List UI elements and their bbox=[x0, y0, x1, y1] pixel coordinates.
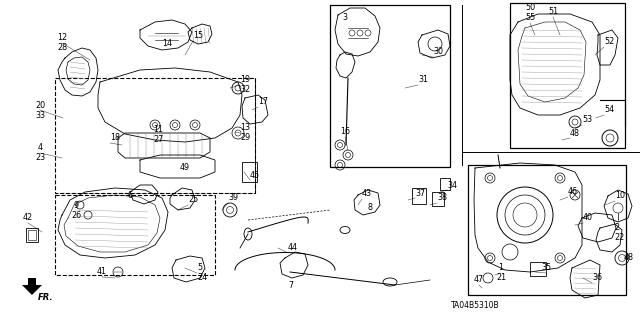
Text: 4: 4 bbox=[38, 144, 42, 152]
Text: 52: 52 bbox=[604, 38, 614, 47]
Bar bbox=[26, 228, 38, 242]
Text: 43: 43 bbox=[362, 189, 372, 198]
Text: 37: 37 bbox=[415, 189, 425, 197]
Text: 7: 7 bbox=[288, 280, 293, 290]
Bar bbox=[510, 3, 625, 148]
Text: 22: 22 bbox=[614, 234, 624, 242]
Text: 18: 18 bbox=[110, 133, 120, 143]
Text: 21: 21 bbox=[496, 273, 506, 283]
Bar bbox=[55, 78, 255, 193]
Bar bbox=[28, 230, 36, 240]
Text: 8: 8 bbox=[368, 204, 373, 212]
Text: 49: 49 bbox=[180, 164, 190, 173]
Bar bbox=[440, 178, 450, 190]
Text: 17: 17 bbox=[258, 98, 268, 107]
Text: 48: 48 bbox=[624, 254, 634, 263]
Text: 28: 28 bbox=[57, 43, 67, 53]
Text: 11: 11 bbox=[153, 125, 163, 135]
Bar bbox=[468, 165, 626, 295]
Bar bbox=[55, 195, 215, 275]
Text: 35: 35 bbox=[541, 263, 551, 272]
Text: 40: 40 bbox=[583, 213, 593, 222]
Text: 25: 25 bbox=[188, 196, 198, 204]
Text: 39: 39 bbox=[228, 194, 238, 203]
Bar bbox=[530, 262, 546, 276]
Polygon shape bbox=[22, 278, 42, 295]
Text: 5: 5 bbox=[197, 263, 202, 272]
Text: 15: 15 bbox=[193, 32, 203, 41]
Text: 26: 26 bbox=[71, 211, 81, 219]
Text: 24: 24 bbox=[197, 273, 207, 283]
Bar bbox=[412, 188, 426, 204]
Text: 47: 47 bbox=[474, 276, 484, 285]
Bar bbox=[432, 192, 444, 206]
Text: 14: 14 bbox=[162, 40, 172, 48]
Text: 3: 3 bbox=[342, 13, 348, 23]
Text: 13: 13 bbox=[240, 123, 250, 132]
Text: 29: 29 bbox=[240, 133, 250, 143]
Text: 9: 9 bbox=[74, 201, 79, 210]
Text: 44: 44 bbox=[288, 243, 298, 253]
Text: 2: 2 bbox=[614, 224, 619, 233]
Text: 23: 23 bbox=[35, 153, 45, 162]
Text: 33: 33 bbox=[35, 110, 45, 120]
Bar bbox=[242, 162, 257, 182]
Text: 53: 53 bbox=[582, 115, 592, 124]
Text: 46: 46 bbox=[568, 188, 578, 197]
Text: 30: 30 bbox=[433, 48, 443, 56]
Text: 31: 31 bbox=[418, 76, 428, 85]
Text: 48: 48 bbox=[570, 129, 580, 137]
Text: 42: 42 bbox=[23, 213, 33, 222]
Text: 38: 38 bbox=[437, 194, 447, 203]
Text: 12: 12 bbox=[57, 33, 67, 42]
Text: 45: 45 bbox=[250, 170, 260, 180]
Text: FR.: FR. bbox=[38, 293, 54, 302]
Text: 32: 32 bbox=[240, 85, 250, 94]
Text: 51: 51 bbox=[548, 8, 558, 17]
Text: 54: 54 bbox=[604, 106, 614, 115]
Text: 16: 16 bbox=[340, 128, 350, 137]
Bar bbox=[330, 5, 450, 167]
Text: 34: 34 bbox=[447, 181, 457, 189]
Text: 10: 10 bbox=[615, 191, 625, 201]
Text: 50: 50 bbox=[525, 4, 535, 12]
Text: 36: 36 bbox=[592, 273, 602, 283]
Text: 55: 55 bbox=[525, 13, 535, 23]
Text: 41: 41 bbox=[97, 268, 107, 277]
Text: TA04B5310B: TA04B5310B bbox=[451, 300, 499, 309]
Text: 19: 19 bbox=[240, 76, 250, 85]
Text: 20: 20 bbox=[35, 100, 45, 109]
Text: 27: 27 bbox=[153, 136, 163, 145]
Text: 1: 1 bbox=[499, 263, 504, 272]
Text: 6: 6 bbox=[127, 191, 132, 201]
